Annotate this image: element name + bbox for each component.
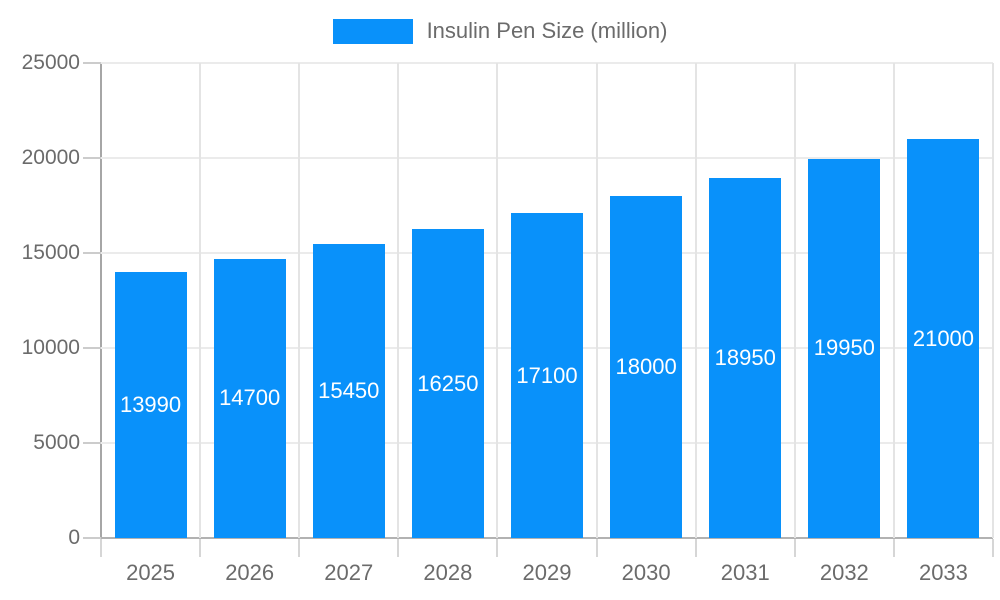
bar-2031: 18950 [709, 177, 782, 538]
x-axis-label: 2030 [621, 560, 671, 585]
bar-value-label: 14700 [219, 385, 281, 411]
plot-area: 13990 14700 15450 16250 17100 18000 18950 19950… [101, 62, 994, 538]
x-tick [694, 539, 697, 557]
x-axis-label: 2026 [225, 560, 275, 585]
bar-2028: 16250 [411, 229, 484, 538]
v-gridline [397, 63, 400, 538]
x-axis-label: 2031 [720, 560, 770, 585]
y-axis-label: 10000 [21, 336, 80, 359]
y-axis-label: 20000 [21, 146, 80, 169]
bar-2033: 21000 [907, 139, 980, 538]
x-axis-line [83, 537, 993, 539]
x-tick [100, 539, 102, 557]
legend-label: Insulin Pen Size (million) [426, 18, 668, 43]
bar-value-label: 17100 [516, 362, 578, 388]
x-tick [397, 539, 400, 557]
legend-swatch-icon [332, 18, 413, 44]
x-axis-label: 2032 [819, 560, 869, 585]
v-gridline [496, 63, 499, 538]
x-tick [298, 539, 301, 557]
y-axis-label: 5000 [33, 431, 80, 454]
x-axis-label: 2028 [423, 560, 473, 585]
bar-2027: 15450 [312, 244, 385, 538]
y-axis-label: 25000 [21, 51, 80, 74]
bar-value-label: 13990 [119, 392, 182, 418]
x-axis-label: 2029 [522, 560, 572, 585]
y-tick [83, 537, 101, 539]
bar-value-label: 15450 [318, 378, 380, 404]
bar-2030: 18000 [610, 196, 683, 538]
x-axis-label: 2027 [324, 560, 374, 585]
x-axis-label: 2025 [126, 560, 176, 585]
x-tick [199, 539, 202, 557]
v-gridline [892, 63, 895, 538]
bar-value-label: 18000 [615, 354, 677, 379]
y-tick [83, 442, 101, 444]
v-gridline [793, 63, 796, 538]
x-axis-label: 2033 [918, 560, 968, 585]
y-axis-label: 15000 [21, 241, 80, 264]
v-gridline [992, 63, 994, 538]
x-tick [793, 539, 796, 557]
y-axis-label: 0 [68, 526, 80, 549]
v-gridline [199, 63, 202, 538]
x-tick [892, 539, 895, 557]
v-gridline [298, 63, 301, 538]
x-tick [496, 539, 499, 557]
v-gridline [595, 63, 598, 538]
bar-value-label: 19950 [813, 335, 875, 361]
y-axis-line [100, 63, 102, 556]
x-tick [595, 539, 598, 557]
y-tick [83, 347, 101, 349]
bar-2026: 14700 [213, 258, 286, 538]
y-tick [83, 252, 101, 254]
legend[interactable]: Insulin Pen Size (million) [0, 18, 1000, 44]
bar-2032: 19950 [808, 158, 881, 538]
bar-value-label: 18950 [714, 344, 776, 370]
v-gridline [694, 63, 697, 538]
y-tick [83, 157, 101, 159]
bar-value-label: 16250 [417, 370, 479, 396]
bar-2029: 17100 [511, 213, 583, 538]
h-gridline [101, 62, 993, 64]
y-tick [83, 62, 101, 64]
x-tick [992, 539, 994, 557]
h-gridline [101, 157, 993, 159]
bar-2025: 13990 [114, 272, 187, 538]
bar-value-label: 21000 [912, 325, 975, 351]
